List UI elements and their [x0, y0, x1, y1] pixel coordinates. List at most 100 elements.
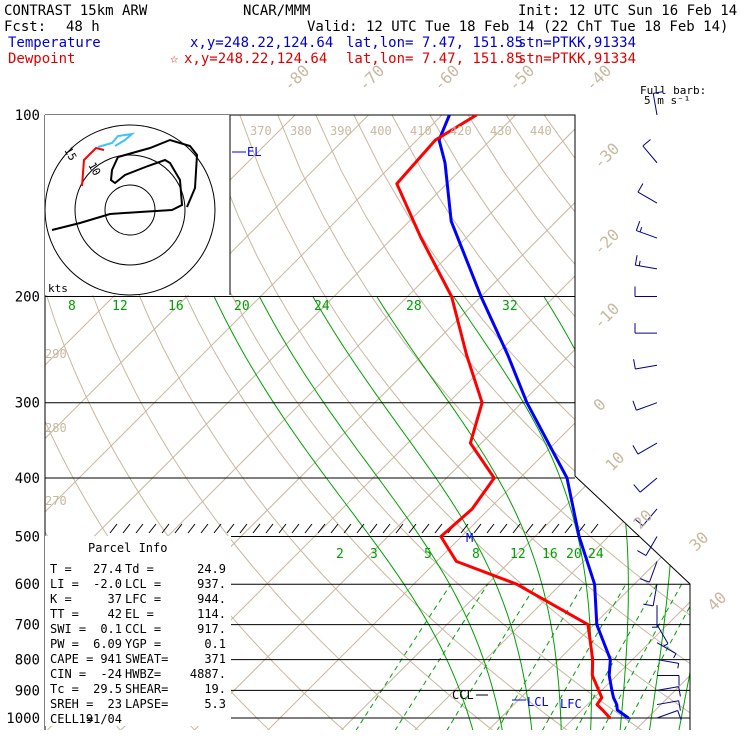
dry-adiabat	[734, 115, 740, 731]
dry-adiabat	[657, 115, 690, 730]
hatch-mark	[304, 523, 313, 534]
hatch-mark	[239, 523, 248, 534]
hatch-mark	[460, 523, 469, 534]
wind-barb-flag	[653, 91, 664, 94]
hatch-mark	[213, 523, 222, 534]
series-point-dewpoint	[471, 507, 474, 511]
wind-barbs	[632, 91, 682, 721]
isotherm-line	[413, 115, 690, 730]
moist-adiabat	[678, 296, 690, 730]
mixing-ratio-line	[541, 583, 627, 730]
wind-barb-shaft	[656, 659, 679, 664]
parcel-info-cell: 371	[204, 652, 226, 666]
valid-time: Valid: 12 UTC Tue 18 Feb 14 (22 ChT Tue …	[307, 19, 728, 35]
series-point-dewpoint	[601, 708, 604, 712]
series-point-temperature	[593, 583, 596, 586]
mixing-ratio-label: 20	[234, 299, 250, 314]
series-point-temperature	[479, 295, 483, 298]
isotherm-line	[340, 115, 690, 730]
lcl-label: LCL	[527, 695, 549, 709]
parcel-info-cell: TT =	[50, 607, 79, 621]
mixing-ratio-label: 24	[588, 547, 604, 562]
mixing-ratio-label: 12	[510, 547, 526, 562]
wind-barb-flag	[642, 139, 651, 147]
parcel-info-cell: 23	[108, 697, 122, 711]
mixing-ratio-line	[355, 583, 452, 730]
pressure-tick-label: 1000	[6, 711, 40, 727]
wind-barb-flag	[634, 255, 638, 266]
theta-label: 370	[250, 124, 272, 138]
mixing-ratio-label: 20	[566, 547, 582, 562]
hatch-mark	[551, 523, 560, 534]
hatch-mark	[161, 523, 170, 534]
wind-barb-shaft	[639, 477, 658, 493]
series-point-dewpoint	[600, 696, 603, 699]
theta-label: 270	[45, 494, 67, 508]
series-point-temperature	[610, 689, 614, 692]
series-point-temperature	[448, 115, 451, 117]
dewpoint-legend: Dewpoint	[8, 51, 75, 67]
series-point-dewpoint	[493, 476, 496, 480]
series-point-dewpoint	[591, 674, 594, 677]
wind-barb-shaft	[635, 264, 658, 270]
hatch-mark	[148, 523, 157, 534]
moist-adiabat	[312, 296, 533, 730]
hodograph-trace-top	[97, 132, 136, 148]
hodograph-trace-upper	[81, 146, 105, 187]
dry-adiabat	[581, 115, 690, 730]
isotherm-line	[45, 115, 369, 730]
mixing-ratio-label: 16	[168, 299, 184, 314]
wind-barb-flag	[635, 220, 641, 231]
wind-barb-shaft	[637, 191, 658, 204]
wind-barb-shaft	[637, 442, 658, 455]
theta-label: 390	[330, 124, 352, 138]
isotherm-label: 10	[601, 448, 628, 475]
hatch-mark	[187, 523, 196, 534]
dry-adiabat	[391, 115, 690, 730]
series-point-temperature	[525, 401, 529, 404]
dewpoint-latlon: lat,lon= 7.47, 151.85	[346, 51, 523, 67]
parcel-info-cell: SHEAR=	[125, 682, 168, 696]
wind-barb-shaft	[656, 686, 679, 691]
pressure-tick-label: 800	[15, 653, 40, 669]
hatch-mark	[109, 523, 118, 534]
hatch-mark	[538, 523, 547, 534]
dry-adiabat	[201, 115, 690, 730]
parcel-info-box: Parcel Info T = 27.4 Td = 24.9 LI = -2.0 LCL = 9…	[45, 536, 231, 726]
parcel-info-cell: PW =	[50, 637, 79, 651]
wind-barb	[656, 686, 681, 697]
barb-legend-line2: 5 m s⁻¹	[644, 94, 690, 107]
wind-barb-shaft	[656, 710, 678, 719]
mixing-ratio-label: 2	[336, 547, 344, 562]
isotherm-line	[193, 115, 690, 730]
wind-barb	[633, 477, 658, 493]
theta-label: 280	[45, 421, 67, 435]
hatch-mark	[330, 523, 339, 534]
parcel-info-cell: LI =	[50, 577, 79, 591]
mixing-ratio-label: 5	[424, 547, 432, 562]
temperature-legend: Temperature	[8, 35, 101, 51]
wind-barb-flag	[633, 484, 641, 493]
series-point-temperature	[612, 696, 615, 699]
theta-label: 430	[490, 124, 512, 138]
wind-barb-shaft	[656, 624, 669, 644]
isotherm-label: 30	[685, 528, 712, 555]
hodograph-ring-label: 10	[85, 160, 103, 178]
wind-barb-shaft	[636, 402, 658, 411]
temperature-coords: x,y=248.22,124.64	[190, 35, 333, 51]
dry-adiabat	[277, 115, 690, 730]
parcel-info-cell: 6.09	[93, 637, 122, 651]
mixing-ratio-label: 12	[112, 299, 128, 314]
wind-barb	[639, 561, 658, 583]
parcel-info-cell: 944.	[197, 592, 226, 606]
wind-barb-shaft	[652, 93, 658, 116]
hatch-mark	[382, 523, 391, 534]
parcel-info-cell: Tc =	[50, 682, 79, 696]
wind-barb-flag	[632, 400, 637, 411]
moist-adiabat	[213, 296, 474, 730]
series-point-dewpoint	[455, 560, 458, 563]
dry-adiabat	[353, 115, 690, 730]
parcel-info-cell: 114.	[197, 607, 226, 621]
series-line-temperature	[437, 115, 630, 720]
hatch-mark	[174, 523, 183, 534]
